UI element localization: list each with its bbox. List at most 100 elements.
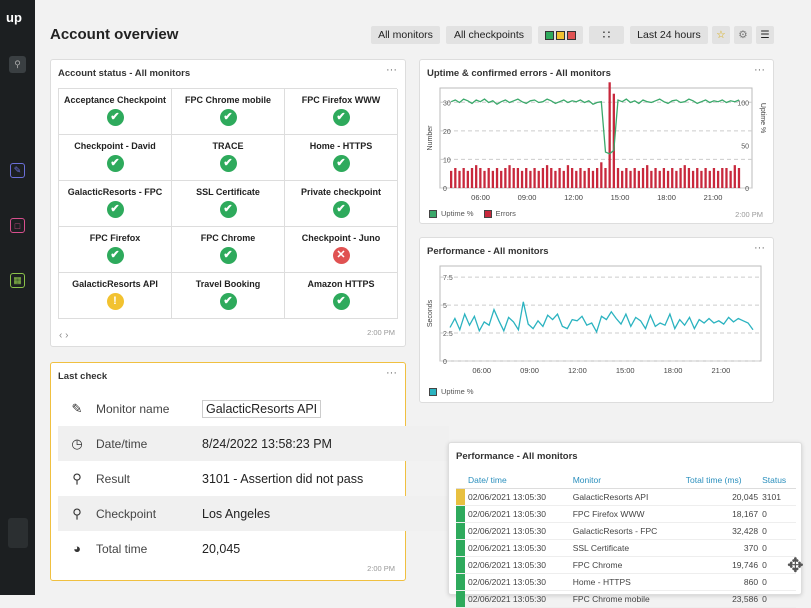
last-check-panel: Last check ··· ✎ Monitor name GalacticRe… [50,362,449,581]
uptime-legend-swatch [429,387,437,396]
panel-menu-icon[interactable]: ··· [754,242,765,254]
y-tick-label: 5 [443,303,447,310]
error-bar [508,165,511,188]
status-cell[interactable]: TRACE ✔ [172,135,285,181]
error-bar [483,170,486,188]
reports-nav-icon[interactable]: □ [10,218,25,233]
check-icon: ✔ [106,109,124,126]
row-label: Total time [96,541,148,556]
date-cell: 02/06/2021 13:05:30 [466,505,571,523]
y2-tick-label: 100 [737,101,749,108]
status-cell[interactable]: FPC Chrome ✔ [172,227,285,273]
legend-label: Errors [495,209,516,218]
status-cell[interactable]: Private checkpoint ✔ [285,181,398,227]
time-range-button[interactable]: Last 24 hours [630,26,708,44]
status-cell[interactable]: Travel Booking ✔ [172,273,285,319]
status-cell[interactable]: GalacticResorts - FPC ✔ [59,181,172,227]
check-icon: ✔ [332,293,350,310]
uptime-errors-panel: Uptime & confirmed errors - All monitors… [419,59,774,224]
table-row[interactable]: 02/06/2021 13:05:30 GalacticResorts - FPC… [456,522,796,540]
table-row[interactable]: 02/06/2021 13:05:30 Home - HTTPS 860 0 [456,573,796,591]
panel-title: Last check [58,371,108,382]
error-bar [558,168,561,188]
error-bar [525,168,528,188]
status-filter-button[interactable] [538,26,583,44]
error-bar [570,168,574,188]
time-cell: 32,428 [683,522,761,540]
location-pin-icon: ⚲ [72,505,82,521]
x-tick-label: 12:00 [568,366,587,375]
monitors-nav-icon[interactable]: ✎ [10,163,25,178]
star-icon[interactable]: ☆ [712,26,730,44]
chart-legend: Uptime % Errors [429,209,516,218]
error-bar [612,93,615,188]
y-tick-label: 0 [443,359,447,366]
date-cell: 02/06/2021 13:05:30 [466,539,571,557]
x-tick-label: 18:00 [657,193,676,202]
table-row[interactable]: 02/06/2021 13:05:30 FPC Chrome 19,746 0 [456,556,796,574]
row-label: Monitor name [96,401,170,416]
panel-menu-icon[interactable]: ··· [386,64,397,76]
x-tick-label: 15:00 [616,366,635,375]
monitor-label: Checkpoint - David [74,141,156,151]
time-cell: 18,167 [683,505,761,523]
x-tick-label: 09:00 [520,366,539,375]
check-icon: ✔ [219,109,237,126]
panel-timestamp: 2:00 PM [367,328,395,337]
error-bar [666,170,670,188]
x-tick-label: 18:00 [664,366,683,375]
check-icon: ✔ [106,247,124,264]
error-bar [504,168,507,188]
error-bar [733,165,736,188]
monitors-filter-button[interactable]: All monitors [371,26,440,44]
warning-icon: ! [106,293,124,310]
menu-icon[interactable]: ☰ [756,26,774,44]
y-axis-label: Number [427,125,434,151]
y2-tick-label: 0 [745,186,749,193]
monitor-cell: GalacticResorts API [570,488,684,506]
table-row[interactable]: 02/06/2021 13:05:30 FPC Firefox WWW 18,167… [456,505,796,523]
pagination[interactable]: ‹ › [59,330,69,341]
dashboards-nav-icon[interactable]: ▦ [10,273,25,288]
check-icon: ✔ [106,201,124,218]
time-cell: 860 [683,573,761,591]
search-icon[interactable]: ⚲ [9,56,26,73]
panel-menu-icon[interactable]: ··· [386,367,397,379]
x-tick-label: 21:00 [704,193,723,202]
y2-tick-label: 50 [741,143,749,150]
monitor-name-value[interactable]: GalacticResorts API [202,399,322,418]
x-tick-label: 21:00 [711,366,730,375]
status-cell[interactable]: Acceptance Checkpoint ✔ [59,89,172,135]
column-header[interactable]: Date/ time [466,473,571,489]
panel-title: Uptime & confirmed errors - All monitors [427,68,611,79]
checkpoints-filter-button[interactable]: All checkpoints [446,26,532,44]
status-cell: 0 [760,573,796,591]
status-cell[interactable]: FPC Chrome mobile ✔ [172,89,285,135]
column-header[interactable]: Total time (ms) [683,473,761,489]
column-header[interactable]: Monitor [570,473,684,489]
error-bar [516,168,520,188]
row-value: 8/24/2022 13:58:23 PM [202,436,332,451]
gear-icon[interactable]: ⚙ [734,26,752,44]
status-cell[interactable]: FPC Firefox WWW ✔ [285,89,398,135]
status-cell[interactable]: Home - HTTPS ✔ [285,135,398,181]
monitor-cell: GalacticResorts - FPC [570,522,684,540]
panel-menu-icon[interactable]: ··· [754,64,765,76]
error-bar [687,168,691,188]
table-row[interactable]: 02/06/2021 13:05:30 GalacticResorts API 20… [456,488,796,506]
layout-grid-icon[interactable]: ∷ [589,26,624,44]
status-cell[interactable]: SSL Certificate ✔ [172,181,285,227]
status-cell[interactable]: GalacticResorts API! [59,273,172,319]
status-cell[interactable]: FPC Firefox ✔ [59,227,172,273]
column-header[interactable]: Status [760,473,796,489]
table-row[interactable]: 02/06/2021 13:05:30 FPC Chrome mobile 23,5… [456,590,796,608]
status-cell[interactable]: Checkpoint - Juno ✕ [285,227,398,273]
error-bar [716,170,720,188]
table-row[interactable]: 02/06/2021 13:05:30 SSL Certificate 370 0 [456,539,796,557]
status-cell[interactable]: Checkpoint - David ✔ [59,135,172,181]
datetime-row: ◷ Date/time 8/24/2022 13:58:23 PM [58,426,449,461]
error-bar [654,168,657,188]
status-cell[interactable]: Amazon HTTPS ✔ [285,273,398,319]
error-bar [604,168,607,188]
x-tick-label: 06:00 [472,366,491,375]
